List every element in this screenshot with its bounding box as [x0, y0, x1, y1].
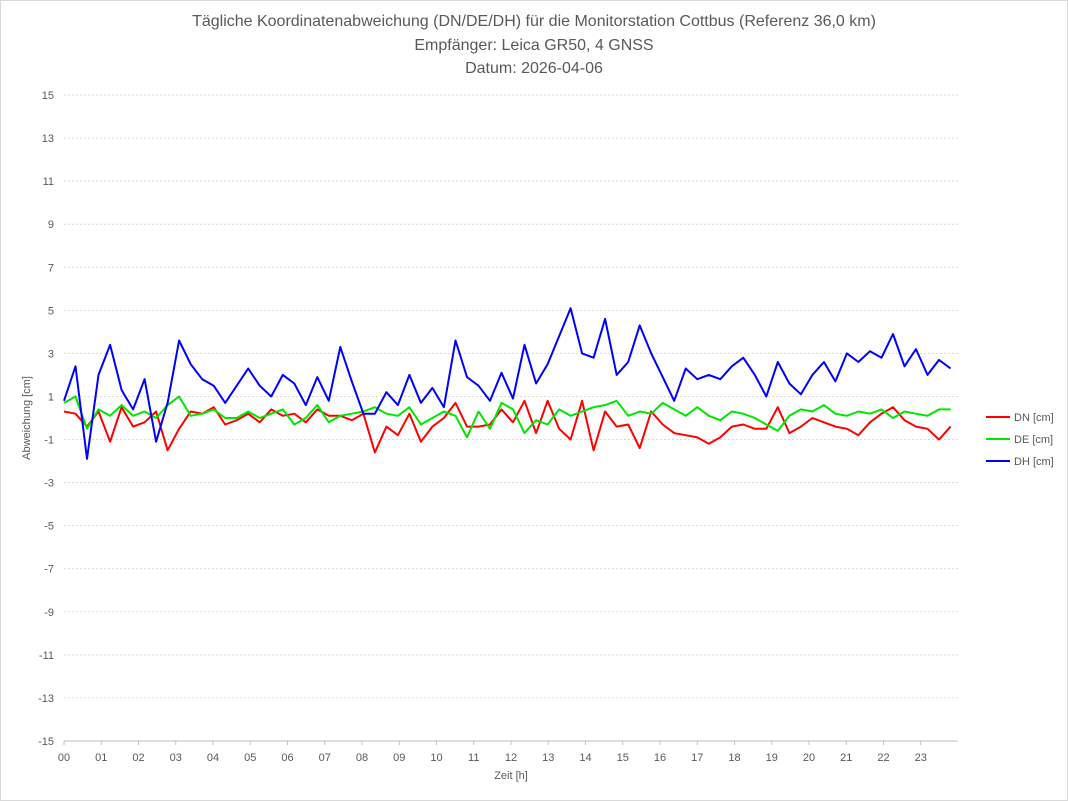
- y-tick-label: 15: [42, 90, 54, 102]
- x-tick-label: 06: [281, 752, 293, 764]
- y-tick-label: 9: [48, 219, 54, 231]
- legend: DN [cm] DE [cm] DH [cm]: [986, 412, 1054, 468]
- axes: [63, 740, 958, 745]
- x-tick-label: 15: [617, 752, 629, 764]
- y-tick-label: 11: [43, 176, 54, 188]
- series-line-dh: [63, 307, 952, 460]
- x-tick-label: 03: [170, 752, 182, 764]
- y-tick-label: 1: [48, 391, 54, 403]
- y-tick-label: 3: [48, 348, 54, 360]
- x-tick-label: 02: [132, 752, 144, 764]
- series-lines: [63, 307, 952, 460]
- y-tick-label: -5: [44, 521, 54, 533]
- series-line-dn: [63, 399, 952, 454]
- x-tick-label: 10: [430, 752, 442, 764]
- y-tick-label: -13: [38, 693, 54, 705]
- x-tick-label: 21: [840, 752, 852, 764]
- x-tick-label: 22: [877, 752, 889, 764]
- x-tick-label: 11: [468, 752, 479, 764]
- chart-title: Tägliche Koordinatenabweichung (DN/DE/DH…: [192, 13, 876, 30]
- y-tick-label: -11: [39, 650, 54, 662]
- x-tick-label: 14: [579, 752, 591, 764]
- chart-subtitle-date: Datum: 2026-04-06: [465, 60, 603, 77]
- legend-label: DN [cm]: [1014, 412, 1054, 424]
- chart-subtitle-receiver: Empfänger: Leica GR50, 4 GNSS: [414, 37, 654, 54]
- x-tick-label: 18: [728, 752, 740, 764]
- x-tick-label: 16: [654, 752, 666, 764]
- y-tick-label: 5: [48, 305, 54, 317]
- y-tick-label: -3: [44, 478, 54, 490]
- legend-label: DE [cm]: [1014, 434, 1053, 446]
- x-axis-label: Zeit [h]: [494, 770, 528, 782]
- y-axis-ticks: 15 13 11 9 7 5 3 1 -1 -3 -5 -7 -9 -11 -13 -15: [38, 90, 54, 748]
- y-tick-label: -9: [44, 607, 54, 619]
- y-axis-label: Abweichung [cm]: [21, 376, 33, 460]
- x-axis-ticks: 00 01 02 03 04 05 06 07 08 09 10 11 12 13 14 15 16 17 18 19…: [58, 752, 927, 764]
- y-tick-label: -7: [44, 564, 54, 576]
- y-tick-label: -1: [44, 435, 54, 447]
- grid-lines: [64, 94, 958, 699]
- x-tick-label: 07: [319, 752, 331, 764]
- x-tick-label: 13: [542, 752, 554, 764]
- x-tick-label: 08: [356, 752, 368, 764]
- x-tick-label: 12: [505, 752, 517, 764]
- y-tick-label: 13: [42, 133, 54, 145]
- x-tick-label: 04: [207, 752, 219, 764]
- x-tick-label: 17: [691, 752, 703, 764]
- x-tick-label: 09: [393, 752, 405, 764]
- x-tick-label: 19: [766, 752, 778, 764]
- y-tick-label: -15: [38, 736, 54, 748]
- x-tick-label: 01: [95, 752, 107, 764]
- legend-label: DH [cm]: [1014, 456, 1054, 468]
- x-tick-label: 05: [244, 752, 256, 764]
- y-tick-label: 7: [48, 262, 54, 274]
- series-line-de: [63, 395, 951, 439]
- x-tick-label: 20: [803, 752, 815, 764]
- x-tick-label: 23: [915, 752, 927, 764]
- x-tick-label: 00: [58, 752, 70, 764]
